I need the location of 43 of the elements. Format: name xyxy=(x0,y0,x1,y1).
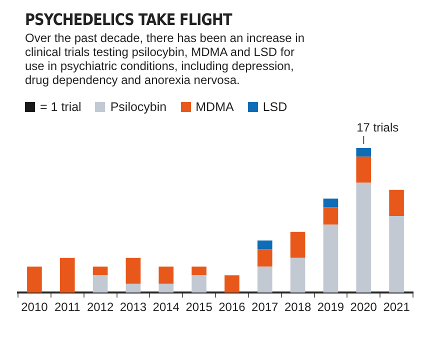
legend-label: Psilocybin xyxy=(110,100,167,114)
x-tick-label: 2011 xyxy=(54,300,81,314)
bar xyxy=(257,240,272,250)
x-tick-label: 2016 xyxy=(218,300,246,314)
bar xyxy=(92,266,108,276)
bar xyxy=(323,207,338,225)
bar xyxy=(290,232,306,258)
annotation: 17 trials xyxy=(356,120,399,134)
bar xyxy=(356,156,372,183)
x-tick-label: 2015 xyxy=(186,300,213,314)
chart-subtitle: Over the past decade, there has been an increase in clinical trials testing psilocybin, MDMA and LSD for use in psychiatric conditions, including depression, drug dependency and anorexia nervosa. xyxy=(25,31,306,87)
bar xyxy=(356,148,372,157)
x-tick-label: 2019 xyxy=(317,300,344,314)
bar xyxy=(257,266,272,293)
x-tick-label: 2014 xyxy=(152,300,180,314)
bar xyxy=(27,266,42,293)
bar xyxy=(126,284,141,293)
bar xyxy=(224,275,240,293)
chart-title: PSYCHEDELICS TAKE FLIGHT xyxy=(25,10,232,29)
bar xyxy=(389,190,404,216)
x-tick-label: 2018 xyxy=(284,300,312,314)
bar xyxy=(158,266,174,284)
bar xyxy=(60,258,75,293)
x-tick-label: 2017 xyxy=(252,300,279,314)
bar xyxy=(158,284,174,293)
legend-label: LSD xyxy=(262,100,288,114)
bar xyxy=(323,198,338,208)
legend-label: MDMA xyxy=(196,100,234,114)
x-tick-label: 2021 xyxy=(383,300,410,314)
x-tick-label: 2013 xyxy=(120,300,147,314)
x-tick-label: 2012 xyxy=(86,300,114,314)
x-tick-label: 2020 xyxy=(350,300,378,314)
bar xyxy=(192,266,206,276)
bar xyxy=(192,275,206,293)
x-tick-label: 2010 xyxy=(21,300,48,314)
bar xyxy=(92,275,108,293)
bar xyxy=(323,224,338,293)
bar xyxy=(290,258,306,293)
bar xyxy=(126,258,141,284)
text: = 1 trial xyxy=(40,100,82,114)
bar xyxy=(257,249,272,267)
bar xyxy=(389,216,404,293)
bar xyxy=(356,182,372,293)
